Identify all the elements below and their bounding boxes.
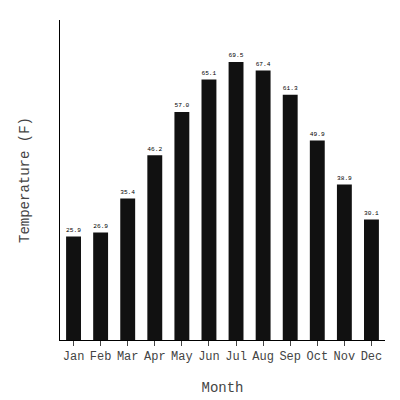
svg-text:Sep: Sep bbox=[279, 350, 301, 364]
svg-text:Aug: Aug bbox=[252, 350, 274, 364]
svg-text:46.2: 46.2 bbox=[147, 146, 162, 153]
svg-text:Month: Month bbox=[201, 380, 243, 396]
svg-text:30.1: 30.1 bbox=[364, 210, 379, 217]
svg-text:57.0: 57.0 bbox=[174, 102, 189, 109]
svg-text:Jun: Jun bbox=[198, 350, 220, 364]
svg-text:26.9: 26.9 bbox=[93, 223, 108, 230]
svg-text:35.4: 35.4 bbox=[120, 189, 135, 196]
svg-text:65.1: 65.1 bbox=[202, 70, 217, 77]
svg-text:Nov: Nov bbox=[334, 350, 356, 364]
svg-text:Jan: Jan bbox=[63, 350, 85, 364]
svg-text:Dec: Dec bbox=[361, 350, 383, 364]
svg-text:Jul: Jul bbox=[225, 350, 247, 364]
svg-text:Oct: Oct bbox=[306, 350, 328, 364]
svg-text:25.9: 25.9 bbox=[66, 227, 81, 234]
svg-text:Mar: Mar bbox=[117, 350, 139, 364]
svg-text:67.4: 67.4 bbox=[256, 61, 271, 68]
svg-text:49.9: 49.9 bbox=[310, 131, 325, 138]
svg-text:Temperature (F): Temperature (F) bbox=[17, 117, 33, 243]
svg-text:69.5: 69.5 bbox=[229, 52, 244, 59]
svg-text:Feb: Feb bbox=[90, 350, 112, 364]
svg-text:May: May bbox=[171, 350, 193, 364]
svg-text:61.3: 61.3 bbox=[283, 85, 298, 92]
svg-text:38.9: 38.9 bbox=[337, 175, 352, 182]
svg-text:Apr: Apr bbox=[144, 350, 166, 364]
